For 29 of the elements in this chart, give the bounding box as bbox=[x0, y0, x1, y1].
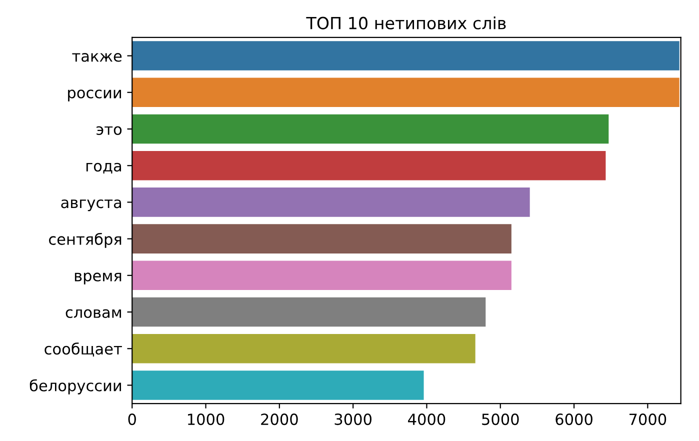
bar bbox=[132, 260, 512, 290]
chart-title: ТОП 10 нетипових слів bbox=[306, 16, 506, 30]
x-tick-label: 6000 bbox=[556, 414, 592, 426]
x-tick-label: 5000 bbox=[482, 414, 519, 426]
bar bbox=[132, 114, 609, 144]
bar bbox=[132, 370, 424, 400]
bar bbox=[132, 334, 476, 364]
x-tick-label: 7000 bbox=[629, 414, 666, 426]
x-tick-label: 2000 bbox=[261, 414, 298, 426]
y-tick-label: также bbox=[72, 53, 122, 62]
y-tick-label: сентября bbox=[49, 232, 122, 248]
bar bbox=[132, 78, 680, 108]
x-tick-label: 1000 bbox=[188, 414, 224, 426]
y-tick-label: года bbox=[86, 162, 121, 174]
y-tick-label: словам bbox=[66, 309, 121, 318]
y-tick-label: августа bbox=[61, 199, 121, 212]
y-tick-label: время bbox=[74, 272, 122, 284]
y-tick-label: сообщает bbox=[44, 342, 122, 357]
bar bbox=[132, 150, 606, 180]
bar bbox=[132, 297, 486, 327]
bar bbox=[132, 224, 512, 254]
bar bbox=[132, 41, 680, 70]
y-tick-label: это bbox=[96, 126, 122, 136]
bar bbox=[132, 188, 530, 217]
x-tick-label: 0 bbox=[128, 414, 136, 426]
y-tick-label: белоруссии bbox=[30, 379, 121, 394]
x-tick-label: 3000 bbox=[334, 414, 372, 426]
x-tick-label: 4000 bbox=[408, 414, 446, 426]
y-tick-label: россии bbox=[68, 90, 121, 102]
